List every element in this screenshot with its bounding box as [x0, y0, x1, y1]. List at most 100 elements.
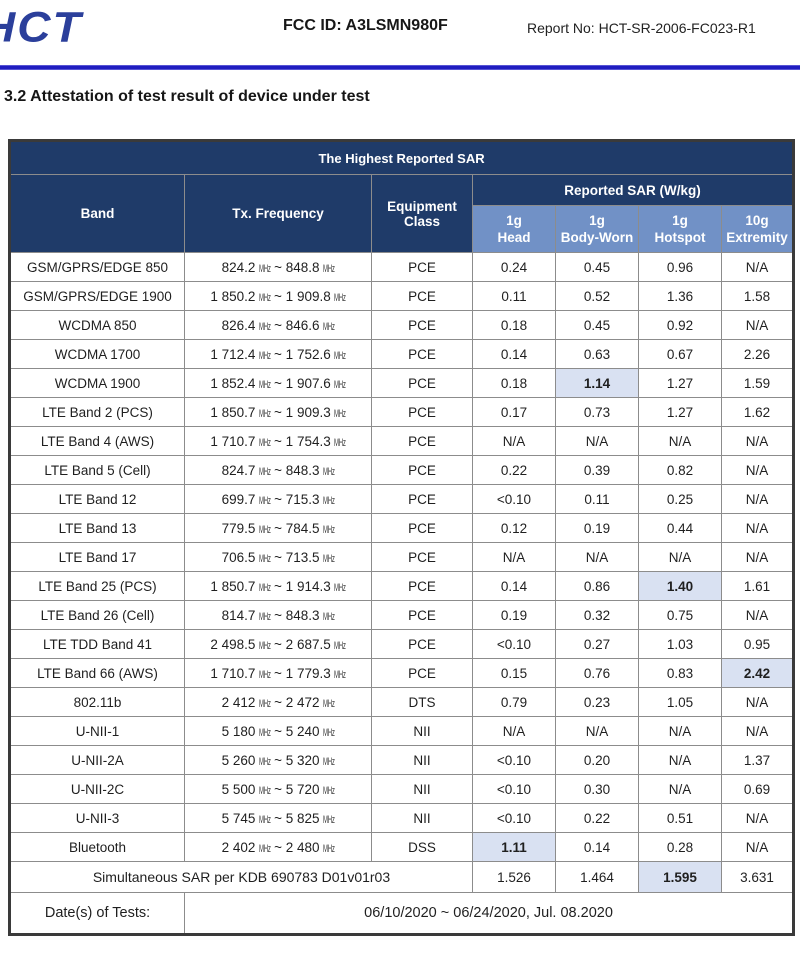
frequency-cell: 5 260 MHz ~ 5 320 MHz [184, 745, 372, 775]
band-cell: LTE TDD Band 41 [9, 629, 185, 659]
equipment-class-cell: PCE [371, 629, 473, 659]
frequency-cell: 699.7 MHz ~ 715.3 MHz [184, 484, 372, 514]
frequency-cell: 1 850.7 MHz ~ 1 914.3 MHz [184, 571, 372, 601]
sar-value-cell: 1.14 [555, 368, 639, 398]
table-row: Bluetooth 2 402 MHz ~ 2 480 MHz DSS 1.11 0.1… [9, 832, 795, 862]
band-cell: U-NII-3 [9, 803, 185, 833]
sar-value-cell: 0.14 [472, 339, 556, 369]
sar-value-cell: 0.82 [638, 455, 722, 485]
table-row: LTE Band 13 779.5 MHz ~ 784.5 MHz PCE 0.12 0… [9, 513, 795, 543]
table-row: LTE Band 17 706.5 MHz ~ 713.5 MHz PCE N/A N/… [9, 542, 795, 572]
sar-value-cell: N/A [720, 252, 795, 282]
table-row: WCDMA 850 826.4 MHz ~ 846.6 MHz PCE 0.18 0.4… [9, 310, 795, 340]
equipment-class-cell: PCE [371, 542, 473, 572]
mhz-unit: MHz [259, 813, 271, 826]
table-row: 802.11b 2 412 MHz ~ 2 472 MHz DTS 0.79 0.23 1… [9, 687, 795, 717]
sar-value-cell: 0.79 [472, 687, 556, 717]
sar-col-bottom: Head [497, 230, 531, 245]
mhz-unit: MHz [334, 581, 347, 594]
sar-value-cell: 1.36 [638, 281, 722, 311]
sar-col-top: 1g [589, 213, 605, 228]
frequency-cell: 814.7 MHz ~ 848.3 MHz [184, 600, 372, 630]
sar-value-cell: 1.11 [472, 832, 556, 862]
header-divider-rule [0, 65, 800, 70]
equipment-class-cell: PCE [371, 281, 473, 311]
equipment-class-cell: PCE [371, 513, 473, 543]
mhz-unit: MHz [259, 465, 271, 478]
sar-value-cell: N/A [472, 426, 556, 456]
equipment-class-cell: NII [371, 716, 473, 746]
table-row: LTE Band 66 (AWS) 1 710.7 MHz ~ 1 779.3 M… [9, 658, 795, 688]
sar-value-cell: 0.95 [720, 629, 795, 659]
equipment-class-line1: Equipment [387, 198, 457, 214]
frequency-cell: 1 710.7 MHz ~ 1 754.3 MHz [184, 426, 372, 456]
dates-of-tests-label: Date(s) of Tests: [9, 892, 185, 935]
sar-value-cell: 0.45 [555, 310, 639, 340]
column-group-reported-sar: Reported SAR (W/kg) [471, 174, 795, 206]
sar-value-cell: N/A [638, 542, 722, 572]
table-title-row: The Highest Reported SAR [8, 140, 795, 175]
table-header-row-2: 1g Head 1g Body-Worn 1g Hotspot 10g Extr… [10, 205, 795, 253]
column-header-band: Band [9, 174, 185, 253]
sar-value-cell: N/A [720, 513, 795, 543]
sar-value-cell: 1.58 [720, 281, 795, 311]
sar-value-cell: 1.59 [720, 368, 795, 398]
sar-value-cell: N/A [720, 310, 795, 340]
mhz-unit: MHz [259, 552, 271, 565]
band-cell: WCDMA 850 [9, 310, 185, 340]
sar-value-cell: 0.63 [555, 339, 639, 369]
mhz-unit: MHz [323, 813, 335, 826]
sar-value-cell: 1.27 [638, 368, 722, 398]
mhz-unit: MHz [334, 639, 347, 652]
sar-col-top: 1g [672, 213, 688, 228]
column-header-frequency: Tx. Frequency [184, 174, 372, 253]
table-row: LTE Band 2 (PCS) 1 850.7 MHz ~ 1 909.3 MH… [9, 397, 795, 427]
sar-value-cell: N/A [720, 455, 795, 485]
sar-value-cell: 0.45 [555, 252, 639, 282]
frequency-cell: 5 500 MHz ~ 5 720 MHz [184, 774, 372, 804]
simultaneous-sar-value-cell: 1.595 [638, 861, 722, 893]
mhz-unit: MHz [323, 784, 335, 797]
section-title: 3.2 Attestation of test result of device… [4, 88, 370, 105]
equipment-class-cell: NII [371, 803, 473, 833]
sar-value-cell: 0.22 [472, 455, 556, 485]
sar-value-cell: N/A [720, 716, 795, 746]
sar-value-cell: 0.25 [638, 484, 722, 514]
sar-value-cell: 0.27 [555, 629, 639, 659]
column-header-1g-head: 1g Head [472, 205, 556, 253]
sar-value-cell: N/A [638, 716, 722, 746]
sar-value-cell: 0.19 [555, 513, 639, 543]
sar-value-cell: 1.62 [720, 397, 795, 427]
sar-value-cell: 1.40 [638, 571, 722, 601]
equipment-class-cell: PCE [371, 571, 473, 601]
equipment-class-cell: PCE [371, 658, 473, 688]
band-cell: Bluetooth [9, 832, 185, 862]
mhz-unit: MHz [323, 755, 335, 768]
frequency-cell: 5 180 MHz ~ 5 240 MHz [184, 716, 372, 746]
band-cell: U-NII-2C [9, 774, 185, 804]
sar-value-cell: 0.20 [555, 745, 639, 775]
sar-value-cell: 0.28 [638, 832, 722, 862]
sar-value-cell: 2.42 [720, 658, 795, 688]
mhz-unit: MHz [259, 726, 271, 739]
table-row: GSM/GPRS/EDGE 850 824.2 MHz ~ 848.8 MHz PC… [9, 252, 795, 282]
mhz-unit: MHz [323, 697, 335, 710]
mhz-unit: MHz [259, 697, 271, 710]
sar-value-cell: 0.76 [555, 658, 639, 688]
sar-value-cell: 0.44 [638, 513, 722, 543]
sar-value-cell: N/A [472, 716, 556, 746]
mhz-unit: MHz [334, 291, 347, 304]
band-cell: 802.11b [9, 687, 185, 717]
frequency-cell: 826.4 MHz ~ 846.6 MHz [184, 310, 372, 340]
table-row: U-NII-3 5 745 MHz ~ 5 825 MHz NII <0.10 0.22… [9, 803, 795, 833]
sar-value-cell: N/A [638, 774, 722, 804]
table-row: GSM/GPRS/EDGE 1900 1 850.2 MHz ~ 1 909.8 … [9, 281, 795, 311]
fcc-id-label: FCC ID: A3LSMN980F [283, 17, 448, 34]
equipment-class-cell: DTS [371, 687, 473, 717]
sar-col-top: 1g [506, 213, 522, 228]
table-row: LTE Band 12 699.7 MHz ~ 715.3 MHz PCE <0.10… [9, 484, 795, 514]
mhz-unit: MHz [334, 378, 347, 391]
sar-value-cell: <0.10 [472, 803, 556, 833]
sar-value-cell: 0.24 [472, 252, 556, 282]
